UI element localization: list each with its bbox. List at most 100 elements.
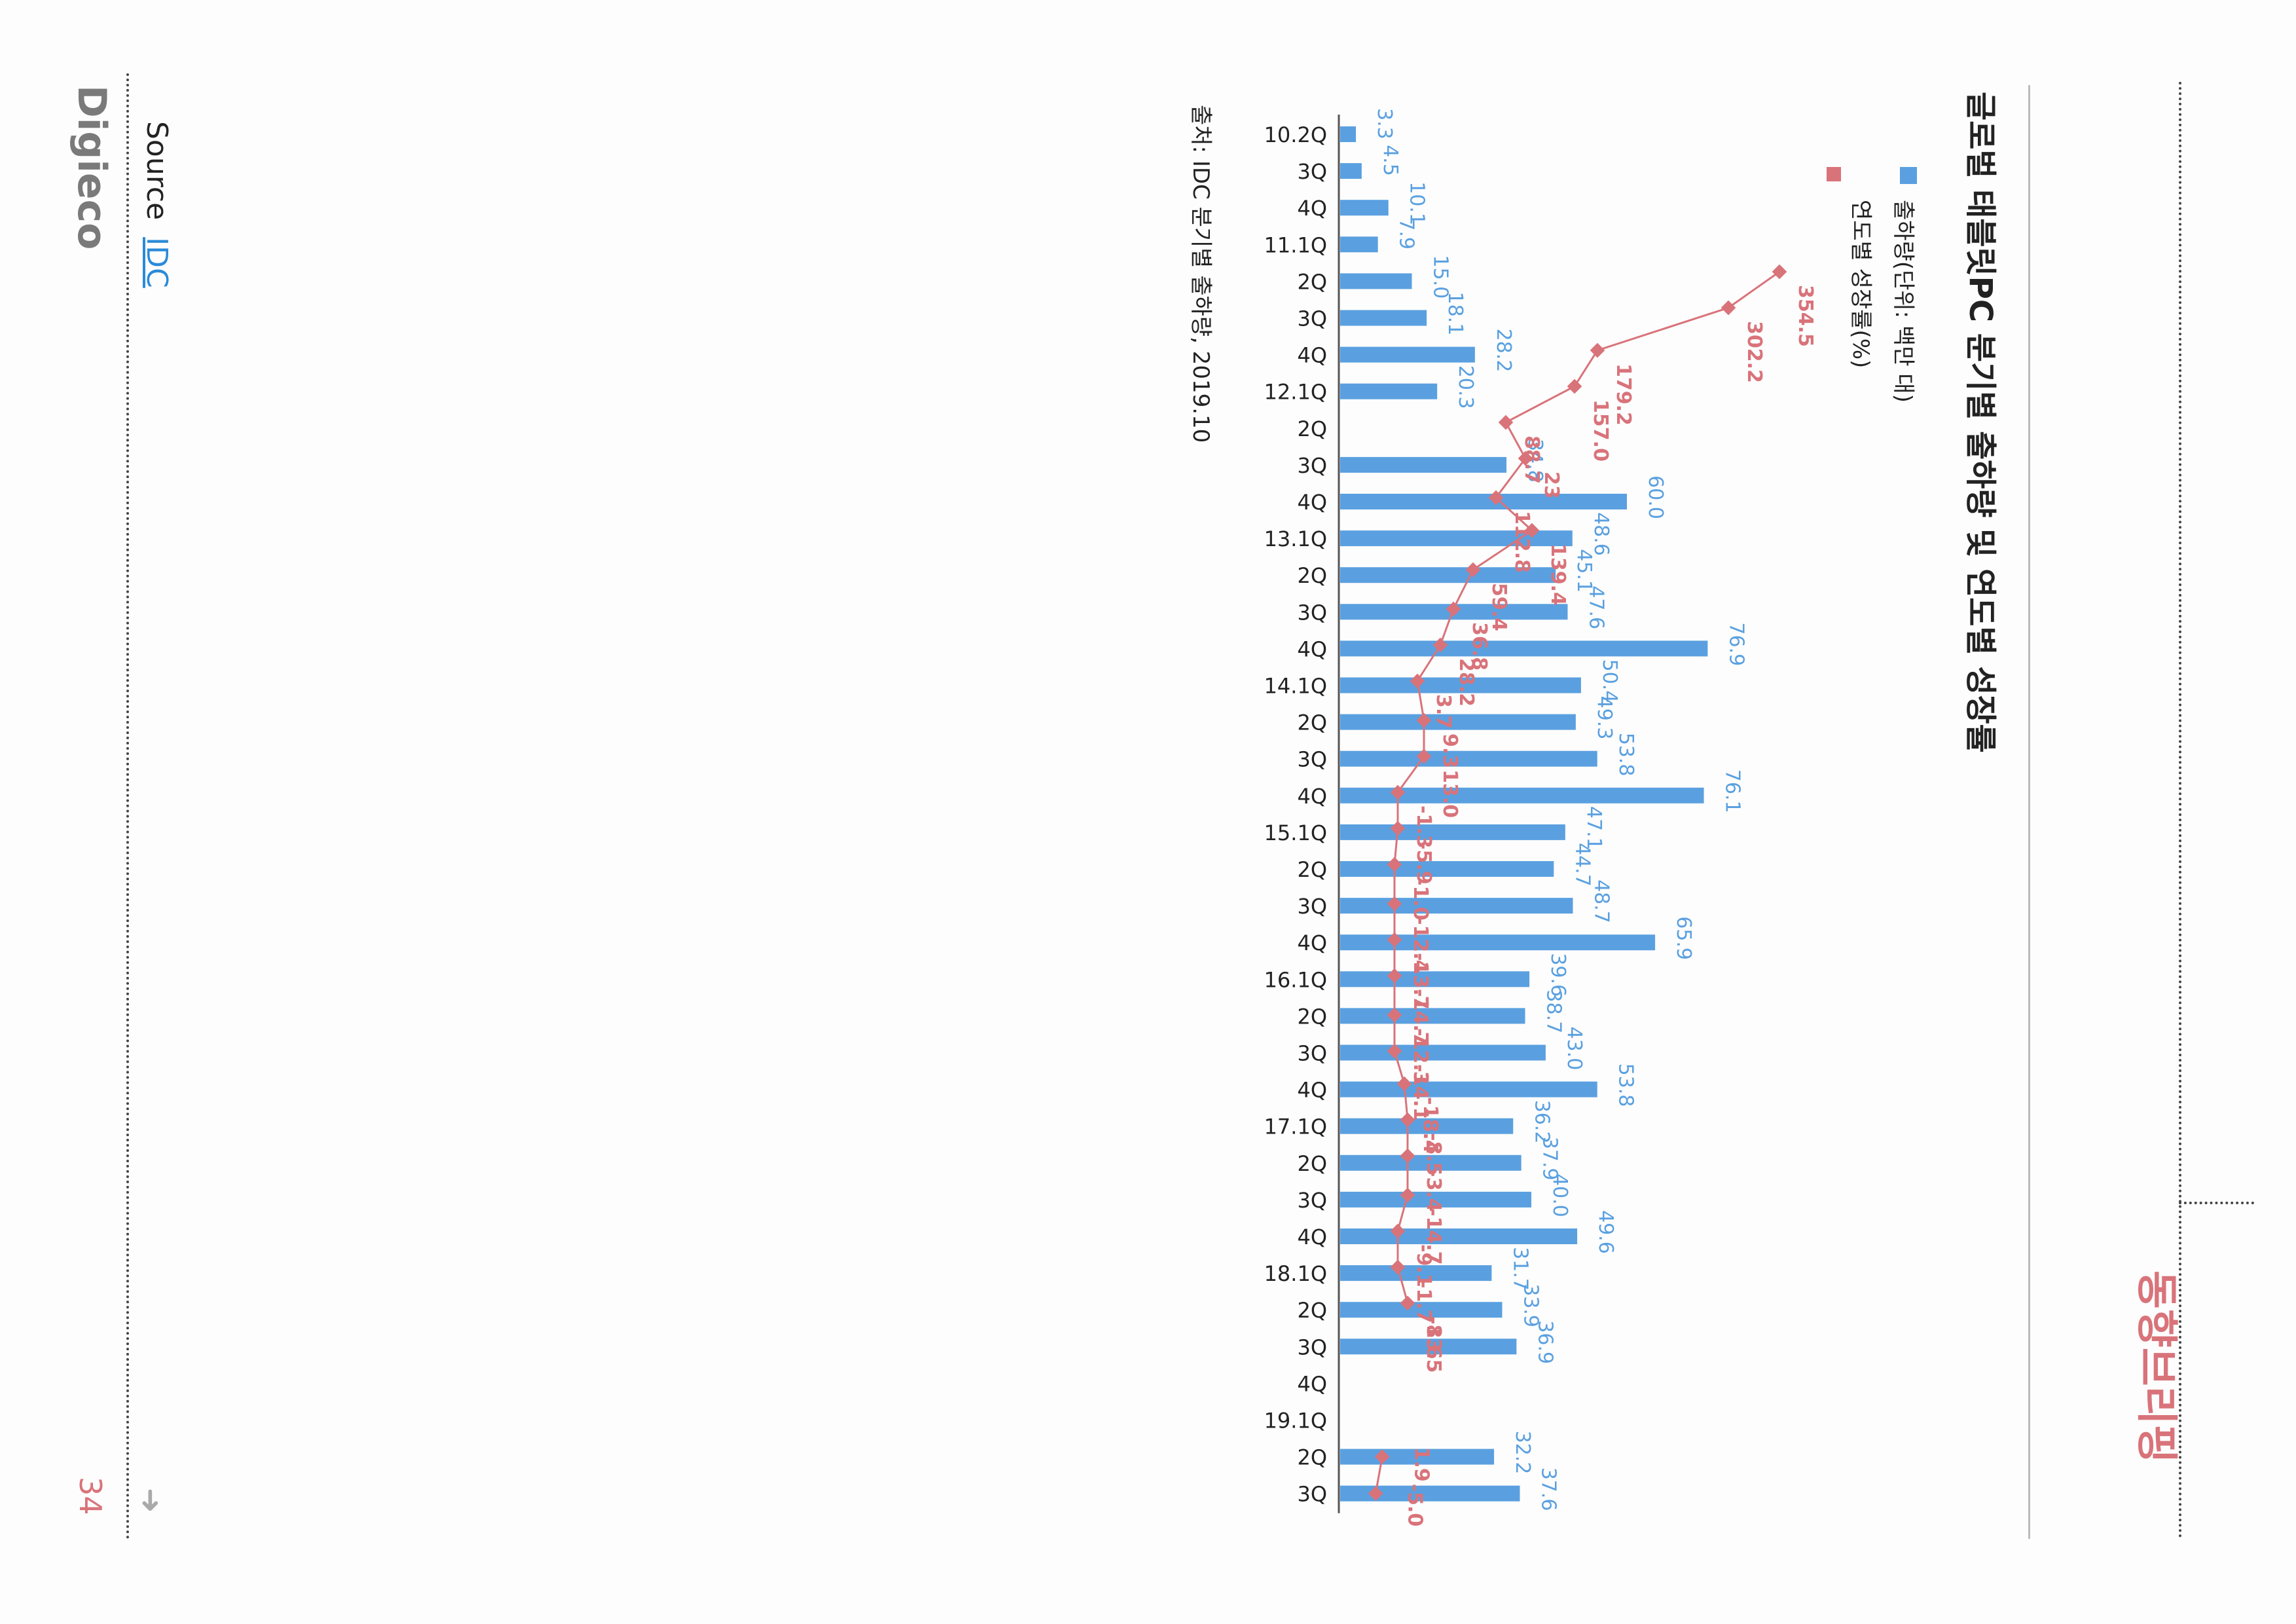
growth-trend-point	[1387, 896, 1402, 912]
category-tick-label: 4Q	[1297, 1078, 1327, 1103]
bar	[1340, 1302, 1503, 1318]
category-tick-label: 3Q	[1297, 1041, 1327, 1066]
growth-trend-label: 3.7	[1432, 694, 1455, 729]
bar-value-label: 36.9	[1533, 1320, 1556, 1364]
bar	[1340, 1191, 1531, 1208]
category-tick-label: 3Q	[1297, 894, 1327, 919]
growth-trend-label: -14.7	[1422, 1208, 1445, 1264]
bar	[1340, 456, 1507, 473]
growth-trend-label: -1.7	[1412, 1280, 1435, 1323]
bar-value-label: 48.7	[1590, 879, 1613, 923]
growth-trend-label: 112.8	[1510, 511, 1533, 573]
category-tick-label: 16.1Q	[1264, 967, 1327, 992]
category-tick-label: 17.1Q	[1264, 1115, 1327, 1139]
growth-trend-point	[1387, 1043, 1402, 1059]
bar-value-label: 45.1	[1573, 549, 1595, 593]
bar	[1340, 750, 1597, 767]
growth-trend-label: 9.3	[1438, 733, 1461, 768]
growth-trend-point	[1400, 1148, 1415, 1164]
bar	[1340, 273, 1412, 289]
category-tick-label: 11.1Q	[1264, 232, 1327, 257]
right-dotted-rule	[2179, 82, 2181, 1539]
growth-trend-label: 23	[1540, 471, 1563, 499]
category-tick-label: 2Q	[1297, 1151, 1327, 1176]
category-tick-label: 4Q	[1297, 1371, 1327, 1396]
growth-value-label: 1.9	[1410, 1447, 1432, 1482]
growth-trend-label: -14.7	[1409, 989, 1432, 1045]
category-tick-label: 14.1Q	[1264, 674, 1327, 699]
category-tick-label: 12.1Q	[1264, 380, 1327, 405]
growth-trend-point	[1387, 932, 1402, 948]
growth-trend-point	[1518, 451, 1533, 466]
bar	[1340, 163, 1362, 179]
growth-trend-point	[1432, 637, 1448, 653]
bar	[1340, 640, 1708, 657]
bar-value-label: 37.6	[1537, 1467, 1559, 1511]
growth-trend-point	[1396, 1076, 1412, 1092]
growth-trend-point	[1410, 673, 1425, 689]
growth-trend-label: 302.2	[1743, 321, 1766, 383]
growth-trend-label: -14.1	[1409, 1064, 1432, 1120]
bar	[1340, 346, 1475, 363]
bar-value-label: 49.3	[1593, 696, 1616, 740]
legend-line-swatch	[1827, 167, 1841, 181]
bar	[1340, 1265, 1492, 1282]
category-tick-label: 4Q	[1297, 490, 1327, 515]
growth-trend-label: 157.0	[1589, 399, 1612, 462]
growth-trend-label: 13.0	[1438, 769, 1461, 818]
bar-value-label: 28.2	[1492, 329, 1515, 373]
growth-trend-label: -8.6	[1422, 1316, 1445, 1359]
bar-value-label: 39.6	[1546, 953, 1569, 997]
bar	[1340, 1008, 1525, 1024]
growth-value-label: -5.0	[1403, 1484, 1426, 1527]
growth-point	[1374, 1449, 1390, 1464]
category-tick-label: 2Q	[1297, 269, 1327, 294]
bar-value-label: 65.9	[1672, 916, 1695, 960]
growth-trend-label: 88.7	[1520, 435, 1543, 484]
growth-trend-label: -18.4	[1419, 1097, 1442, 1153]
category-tick-label: 4Q	[1297, 931, 1327, 955]
bar	[1340, 200, 1389, 216]
category-tick-label: 3Q	[1297, 159, 1327, 184]
category-tick-label: 10.2Q	[1264, 122, 1327, 147]
category-tick-label: 2Q	[1297, 710, 1327, 735]
bar	[1340, 236, 1378, 253]
bar-value-label: 53.8	[1614, 1063, 1637, 1107]
bar-value-label: 76.1	[1721, 769, 1744, 813]
category-tick-label: 4Q	[1297, 1225, 1327, 1249]
growth-trend-label: -13.5	[1422, 1316, 1445, 1373]
bar	[1340, 494, 1627, 509]
growth-trend-point	[1390, 1223, 1406, 1239]
bar-value-label: 7.9	[1395, 218, 1418, 249]
bar	[1340, 677, 1581, 693]
growth-trend-point	[1524, 523, 1540, 538]
category-tick-label: 2Q	[1297, 1445, 1327, 1470]
bar	[1340, 898, 1573, 914]
growth-trend-point	[1416, 712, 1432, 728]
bar-value-label: 60.0	[1644, 475, 1667, 519]
growth-trend-point	[1400, 1112, 1415, 1128]
bar	[1340, 934, 1656, 951]
growth-trend-label: 36.8	[1468, 622, 1491, 671]
growth-trend-point	[1416, 748, 1432, 764]
bar-value-label: 31.7	[1508, 1247, 1531, 1291]
growth-trend-point	[1390, 784, 1406, 800]
bar-value-label: 32.2	[1511, 1431, 1534, 1475]
bar-value-label: 18.1	[1444, 292, 1467, 336]
bar	[1340, 1118, 1514, 1134]
category-tick-label: 2Q	[1297, 563, 1327, 588]
bar	[1340, 126, 1357, 142]
growth-trend-label: 59.4	[1487, 583, 1510, 631]
category-tick-label: 3Q	[1297, 453, 1327, 478]
bar-value-label: 37.9	[1539, 1137, 1561, 1181]
bar	[1340, 383, 1438, 399]
growth-trend-point	[1390, 1259, 1406, 1275]
bar-value-label: 33.9	[1519, 1283, 1542, 1327]
growth-trend-label: -1.3	[1412, 805, 1435, 849]
bar-value-label: 47.1	[1582, 806, 1605, 850]
category-tick-label: 15.1Q	[1264, 821, 1327, 845]
category-tick-label: 2Q	[1297, 1298, 1327, 1323]
category-tick-label: 3Q	[1297, 747, 1327, 772]
